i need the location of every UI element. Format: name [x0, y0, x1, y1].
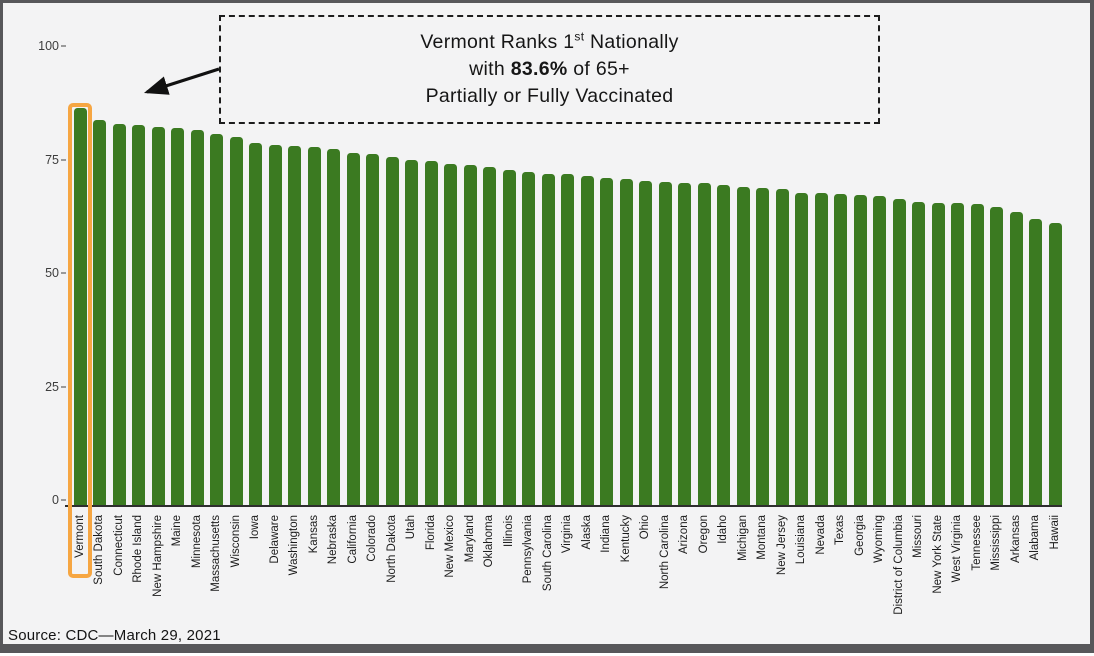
bar-new-hampshire: [151, 127, 165, 506]
y-tick-label: 100: [38, 39, 59, 53]
vermont-highlight-box: [68, 103, 92, 578]
bar-missouri: [912, 202, 925, 506]
bar-north-dakota: [385, 157, 399, 506]
bar-oregon: [697, 183, 711, 506]
bar-vermont: [73, 108, 87, 506]
annotation-line-2: with 83.6% of 65+: [469, 58, 630, 80]
bar-kentucky: [619, 179, 633, 506]
bar-florida: [424, 161, 438, 506]
bar-wyoming: [873, 196, 886, 506]
bar-new-mexico: [444, 164, 457, 506]
bar-colorado: [366, 154, 379, 506]
bar-delaware: [268, 145, 282, 506]
bar-mississippi: [990, 207, 1003, 506]
bar-pennsylvania: [522, 172, 535, 506]
bar-tennessee: [970, 204, 984, 506]
bar-arkansas: [1009, 212, 1023, 506]
y-tick-mark: [61, 385, 66, 388]
bar-texas: [834, 194, 847, 506]
y-tick-mark: [61, 499, 66, 501]
bar-illinois: [502, 170, 516, 506]
y-tick-label: 0: [52, 493, 59, 507]
bar-washington: [288, 146, 301, 506]
bar-nebraska: [327, 149, 340, 506]
bar-arizona: [678, 183, 691, 506]
bar-idaho: [717, 185, 730, 506]
bar-maine: [171, 128, 184, 506]
bar-georgia: [853, 195, 867, 506]
bar-virginia: [561, 174, 574, 506]
y-tick-label: 75: [45, 152, 59, 167]
bar-west-virginia: [951, 203, 964, 506]
bar-louisiana: [795, 193, 808, 506]
bar-south-dakota: [93, 120, 106, 506]
bar-new-york-state: [931, 203, 945, 506]
bar-new-jersey: [775, 189, 789, 506]
bar-nevada: [814, 193, 828, 506]
y-tick-label: 50: [45, 266, 59, 280]
bar-michigan: [736, 187, 750, 506]
bar-south-carolina: [541, 174, 555, 506]
bar-district-of-columbia: [892, 199, 906, 506]
bar-connecticut: [112, 124, 126, 506]
bar-california: [346, 153, 360, 506]
bar-indiana: [600, 178, 613, 506]
y-tick-mark: [61, 272, 66, 274]
y-tick-label: 25: [45, 379, 59, 394]
bar-alabama: [1029, 219, 1042, 506]
bar-maryland: [463, 165, 477, 506]
bar-massachusetts: [210, 134, 223, 506]
bar-oklahoma: [483, 167, 496, 506]
x-axis-line: [65, 505, 1062, 507]
bar-hawaii: [1048, 223, 1062, 506]
bar-montana: [756, 188, 769, 506]
bar-kansas: [307, 147, 321, 506]
annotation-line-1: Vermont Ranks 1st Nationally: [420, 29, 679, 54]
bar-north-carolina: [658, 182, 672, 506]
y-tick-mark: [61, 45, 66, 47]
bar-utah: [405, 160, 418, 506]
bar-ohio: [639, 181, 652, 506]
bottom-border-strip: [3, 644, 1090, 653]
bar-wisconsin: [229, 137, 243, 506]
y-tick-mark: [61, 158, 66, 161]
bar-alaska: [580, 176, 594, 506]
annotation-box: Vermont Ranks 1st Nationally with 83.6% …: [219, 15, 880, 124]
annotation-line-3: Partially or Fully Vaccinated: [425, 85, 674, 107]
bar-minnesota: [190, 130, 204, 506]
bar-iowa: [249, 143, 262, 506]
bar-rhode-island: [132, 125, 145, 506]
source-note: Source: CDC—March 29, 2021: [8, 627, 221, 644]
